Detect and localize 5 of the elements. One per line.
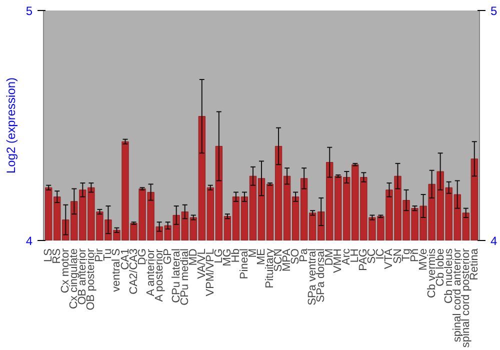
y-axis-title: Log2 (expression) xyxy=(4,77,18,174)
x-tick-label: Tg xyxy=(400,248,412,262)
y2-tick-label: 4 xyxy=(490,234,498,248)
y2-tick-label: 5 xyxy=(490,4,498,18)
x-tick-label: A posterior xyxy=(153,248,166,302)
